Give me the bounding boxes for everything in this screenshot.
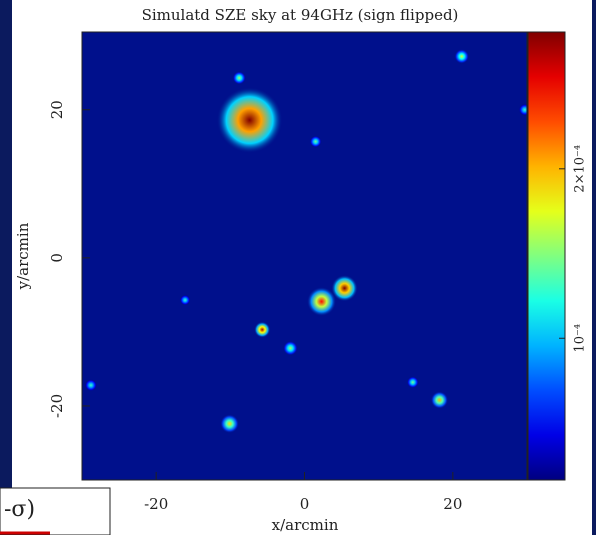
source	[220, 414, 239, 433]
source	[307, 287, 337, 317]
map-background	[82, 32, 527, 480]
x-tick-label: 20	[443, 495, 462, 513]
chart-title: Simulatd SZE sky at 94GHz (sign flipped)	[142, 6, 459, 24]
y-tick-label: 20	[48, 100, 66, 119]
source	[283, 341, 298, 356]
source	[180, 295, 190, 305]
y-tick-label: -20	[48, 394, 66, 418]
source	[407, 376, 419, 388]
colorbar-tick-label: 10⁻⁴	[573, 324, 588, 353]
source	[310, 136, 322, 148]
source	[233, 71, 246, 84]
source	[216, 87, 283, 154]
source	[454, 49, 469, 64]
colorbar	[528, 32, 565, 480]
y-tick-label: 0	[48, 253, 66, 263]
source	[85, 379, 97, 391]
y-axis-label: y/arcmin	[14, 222, 32, 290]
fragment-text: -σ)	[4, 497, 35, 522]
page: {"chart_data": {"type": "skymap", "title…	[0, 0, 596, 535]
source	[431, 391, 449, 409]
x-axis-label: x/arcmin	[272, 516, 339, 534]
chart: Simulatd SZE sky at 94GHz (sign flipped)…	[0, 0, 596, 535]
x-tick-label: -20	[144, 495, 168, 513]
source	[254, 322, 270, 338]
x-tick-label: 0	[300, 495, 310, 513]
colorbar-tick-label: 2×10⁻⁴	[573, 145, 588, 193]
